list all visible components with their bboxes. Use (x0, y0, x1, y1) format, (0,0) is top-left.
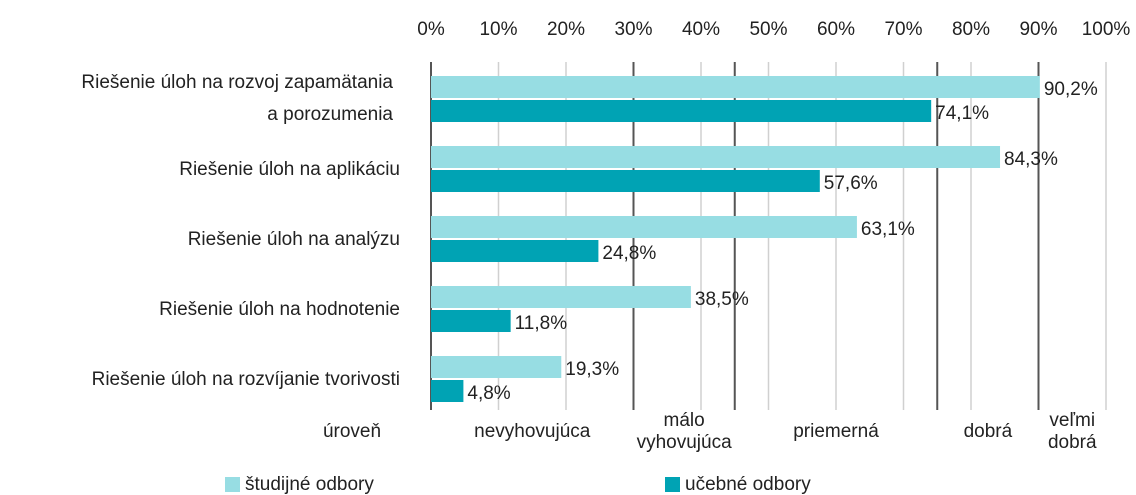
value-label: 4,8% (467, 383, 510, 404)
category-label: Riešenie úloh na hodnotenie (159, 299, 400, 320)
value-label: 90,2% (1044, 79, 1098, 100)
x-tick-label: 60% (817, 19, 855, 40)
x-tick-label: 80% (952, 19, 990, 40)
legend-swatch (225, 477, 240, 492)
bar (431, 146, 1001, 168)
level-title: úroveň (323, 421, 381, 442)
bar (431, 310, 511, 332)
bar (431, 356, 562, 378)
bar (431, 76, 1040, 98)
category-label: Riešenie úloh na rozvoj zapamätania a por… (81, 72, 393, 125)
level-label: priemerná (793, 421, 879, 442)
x-tick-label: 20% (547, 19, 585, 40)
x-tick-label: 100% (1082, 19, 1131, 40)
value-label: 19,3% (565, 359, 619, 380)
value-label: 11,8% (515, 313, 568, 334)
x-tick-label: 90% (1019, 19, 1057, 40)
legend-label: študijné odbory (245, 474, 374, 495)
x-tick-label: 0% (417, 19, 445, 40)
level-label: dobrá (964, 421, 1013, 442)
value-label: 38,5% (695, 289, 749, 310)
level-label: nevyhovujúca (474, 421, 591, 442)
value-label: 24,8% (602, 243, 656, 264)
level-label: vyhovujúca (637, 432, 732, 453)
category-label: Riešenie úloh na analýzu (188, 229, 400, 250)
level-label: veľmi (1049, 410, 1095, 431)
bar (431, 380, 464, 402)
x-tick-label: 70% (884, 19, 922, 40)
x-tick-label: 30% (614, 19, 652, 40)
bar (431, 100, 932, 122)
category-label: Riešenie úloh na aplikáciu (179, 159, 400, 180)
bar (431, 240, 599, 262)
bar (431, 216, 857, 238)
x-tick-label: 50% (749, 19, 787, 40)
value-label: 63,1% (861, 219, 915, 240)
value-label: 74,1% (935, 103, 989, 124)
bar (431, 170, 820, 192)
legend-swatch (665, 477, 680, 492)
level-label: dobrá (1048, 432, 1097, 453)
value-label: 57,6% (824, 173, 878, 194)
category-label: Riešenie úloh na rozvíjanie tvorivosti (92, 369, 400, 390)
x-tick-label: 40% (682, 19, 720, 40)
value-label: 84,3% (1004, 149, 1058, 170)
legend-label: učebné odbory (685, 474, 811, 495)
x-tick-label: 10% (479, 19, 517, 40)
bar (431, 286, 691, 308)
level-label: málo (664, 410, 705, 431)
